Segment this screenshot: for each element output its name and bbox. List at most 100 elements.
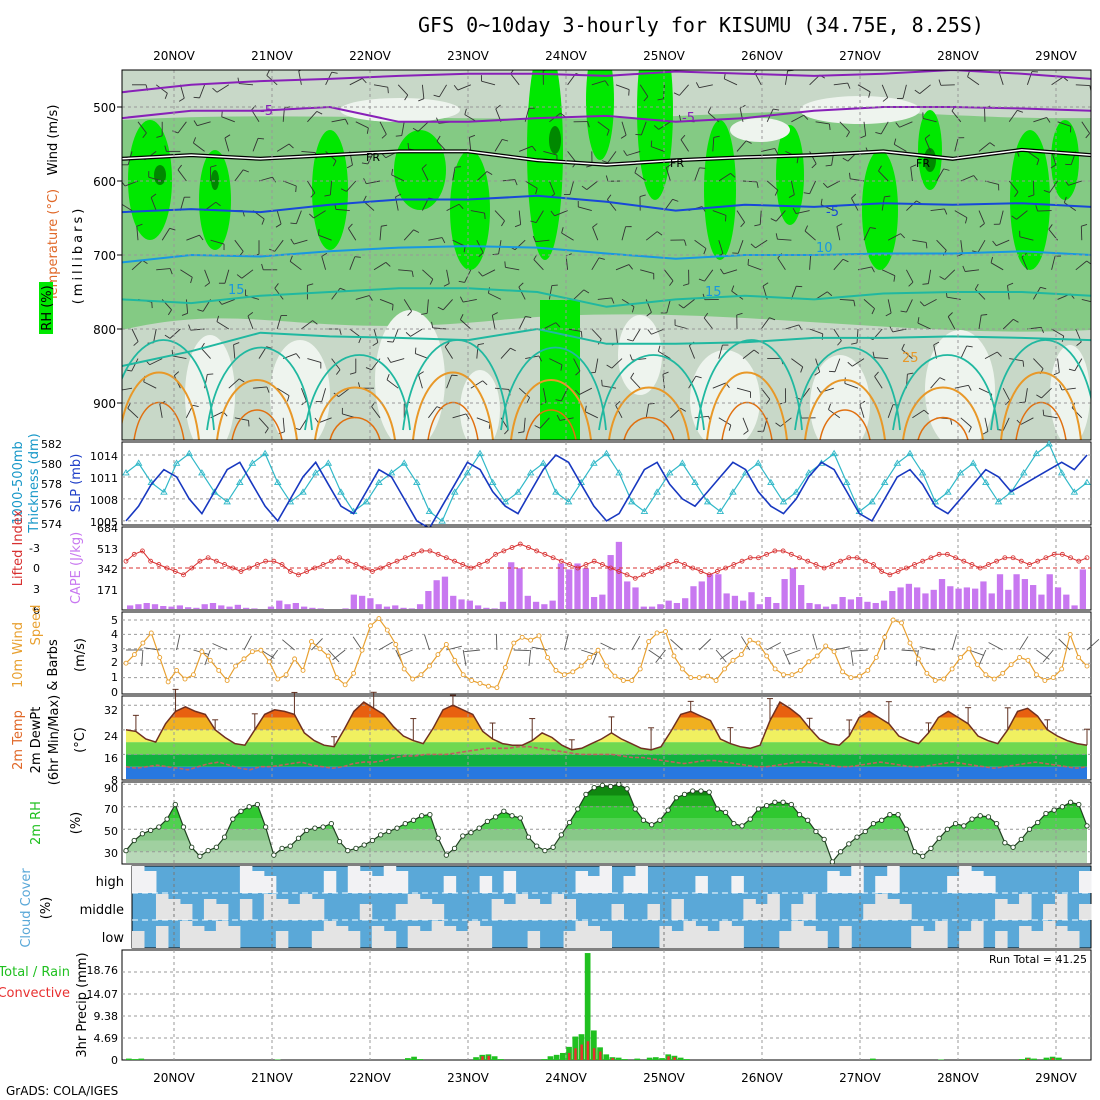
wind-barb-flag — [284, 106, 291, 109]
wind-barb-flag — [967, 70, 970, 77]
isotherm-teal-dome — [892, 354, 999, 431]
rh2m-marker — [920, 853, 926, 859]
wind-barb-flag — [173, 371, 180, 376]
wind10m-barb — [670, 638, 683, 651]
wind10m-barb — [988, 642, 1003, 651]
wind-barb — [1009, 358, 1024, 362]
li-marker — [419, 548, 425, 554]
wind-barb-flag — [407, 310, 412, 317]
cape-bar — [1005, 589, 1012, 609]
wind10m-barb — [719, 649, 734, 660]
wind-barb — [1051, 256, 1056, 270]
thickness-marker — [501, 498, 510, 505]
date-label: 23NOV — [447, 1071, 489, 1085]
cloud-level-labels: high middle low — [80, 875, 125, 946]
isotherm-teal-dome — [304, 354, 411, 431]
date-label: 29NOV — [1035, 1071, 1077, 1085]
wind-barb — [156, 268, 171, 271]
cape-bar — [748, 592, 755, 609]
wind-barb-flag — [290, 238, 295, 245]
wind-barb — [1049, 180, 1058, 193]
wind-barb-flag — [1059, 384, 1063, 391]
ytick: 30 — [104, 847, 118, 860]
wind-barb-flag — [463, 246, 466, 253]
thickness-marker — [830, 449, 838, 457]
wind10m-marker — [958, 654, 964, 660]
cloud-cell — [935, 921, 948, 948]
precip-bar — [138, 1058, 145, 1060]
wind-barb — [355, 295, 370, 300]
wind-barb — [234, 169, 244, 182]
date-label: 20NOV — [153, 49, 195, 63]
cloud-cell — [1079, 904, 1092, 920]
wind-barb — [1057, 358, 1060, 373]
rh2m-marker — [854, 834, 860, 840]
wind-barb-flag — [939, 377, 946, 381]
wind-barb — [417, 121, 429, 132]
cape-bar — [392, 605, 399, 609]
wind-barb — [519, 145, 533, 152]
wind10m-marker — [578, 663, 584, 669]
wind-barb-flag — [882, 97, 888, 102]
isotherm-warm-dome — [216, 379, 298, 440]
wind-barb — [494, 210, 505, 222]
wind-barb-flag — [1005, 400, 1011, 406]
wind-barb-flag — [514, 179, 518, 186]
wind-barb-flag — [580, 331, 583, 338]
wind10m-barb — [1086, 638, 1100, 651]
wind-barb — [809, 328, 823, 335]
wind-barb-flag — [392, 304, 394, 311]
li-marker — [912, 562, 917, 567]
wind-barb-flag — [531, 145, 537, 152]
wind-barb — [736, 140, 747, 152]
wind-barb — [607, 151, 617, 163]
wind10m-marker — [974, 662, 980, 668]
li-marker — [887, 572, 893, 578]
wind-barb — [233, 344, 236, 359]
li-marker — [222, 562, 227, 567]
rh2m-marker — [969, 816, 975, 822]
wind10m-marker — [325, 653, 331, 659]
cloud-cell — [239, 866, 253, 893]
date-label: 25NOV — [643, 1071, 685, 1085]
wind10m-barb — [327, 649, 340, 663]
wind10m-barb — [919, 646, 936, 651]
top-date-labels: 20NOV 21NOV 22NOV 23NOV 24NOV 25NOV 26NO… — [153, 49, 1077, 63]
date-label: 24NOV — [545, 1071, 587, 1085]
wind-barb — [421, 168, 429, 182]
wind-barb — [331, 287, 341, 300]
cloud-cell — [803, 894, 816, 920]
thickness-marker — [906, 449, 914, 457]
wind-barb-flag — [443, 283, 450, 287]
wind-barb — [927, 269, 932, 284]
cloud-cell — [839, 926, 852, 948]
cloud-panel: high middle low Cloud Cover (%) — [19, 865, 1092, 949]
wind-barb-flag — [736, 312, 743, 316]
wind-barb — [833, 258, 844, 271]
wind10m-marker — [991, 676, 997, 682]
wind-barb-flag — [555, 322, 561, 328]
wind10m-marker — [393, 642, 399, 647]
panel-frame — [121, 949, 1092, 1061]
precip-bar — [417, 1059, 424, 1060]
cloud-cell — [947, 876, 960, 893]
thickness-marker — [1032, 449, 1041, 457]
wind10m-barb — [783, 649, 791, 665]
wind-barb — [276, 143, 290, 152]
wind-barb — [718, 344, 723, 359]
wind10m-marker — [469, 678, 475, 683]
wind10m-marker — [570, 669, 576, 675]
rh2m-marker — [369, 837, 376, 844]
thickness-marker — [425, 507, 434, 514]
li-marker — [1010, 555, 1016, 561]
thickness-marker — [172, 459, 181, 466]
wind-barb-flag — [421, 312, 428, 315]
cape-li-panel: -3 0 3 6 684 513 342 171 Lifted Index CA… — [11, 509, 1092, 617]
wind-barb-flag — [492, 253, 499, 256]
wind-barb — [432, 327, 447, 330]
cloud-cell — [923, 931, 936, 948]
precip-bar — [659, 1058, 665, 1060]
wind-barb-flag — [900, 310, 907, 313]
ytick: 500 — [93, 101, 116, 115]
cape-bar — [143, 603, 150, 609]
